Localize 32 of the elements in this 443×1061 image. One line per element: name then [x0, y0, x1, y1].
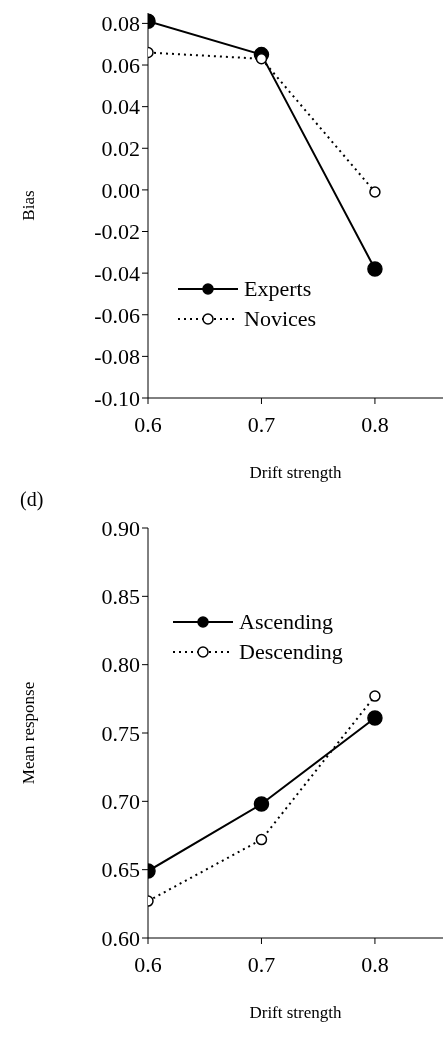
y-tick-label: 0.60 — [101, 925, 140, 951]
y-tick-label: 0.90 — [101, 515, 140, 541]
y-tick-label: 0.85 — [101, 584, 140, 610]
x-tick-label: 0.7 — [247, 411, 276, 437]
x-tick-label: 0.7 — [247, 951, 276, 977]
y-axis-title: Bias — [19, 190, 39, 221]
y-tick-label: -0.02 — [94, 219, 140, 245]
legend-label: Novices — [244, 305, 317, 333]
y-tick-label: 0.75 — [101, 720, 140, 746]
y-tick-label: 0.04 — [101, 94, 140, 120]
y-tick-label: 0.00 — [101, 177, 140, 203]
y-tick-label: 0.06 — [101, 52, 140, 78]
y-tick-label: 0.70 — [101, 789, 140, 815]
x-axis-title: Drift strength — [249, 463, 343, 482]
y-tick-label: 0.65 — [101, 857, 140, 883]
y-tick-label: -0.10 — [94, 385, 140, 411]
x-tick-label: 0.8 — [361, 951, 389, 977]
y-tick-label: 0.80 — [101, 652, 140, 678]
y-tick-label: -0.06 — [94, 302, 140, 328]
legend-label: Descending — [239, 638, 343, 666]
y-tick-label: 0.02 — [101, 136, 140, 162]
y-tick-label: -0.04 — [94, 260, 140, 286]
x-axis-title: Drift strength — [249, 1003, 343, 1022]
y-axis-title: Mean response — [19, 681, 39, 785]
x-tick-label: 0.6 — [134, 411, 162, 437]
y-tick-label: -0.08 — [94, 344, 140, 370]
x-tick-label: 0.8 — [361, 411, 389, 437]
legend-label: Experts — [244, 275, 312, 303]
y-tick-label: 0.08 — [101, 11, 140, 37]
text: (d) — [20, 488, 44, 511]
legend-label: Ascending — [239, 608, 334, 636]
x-tick-label: 0.6 — [134, 951, 162, 977]
